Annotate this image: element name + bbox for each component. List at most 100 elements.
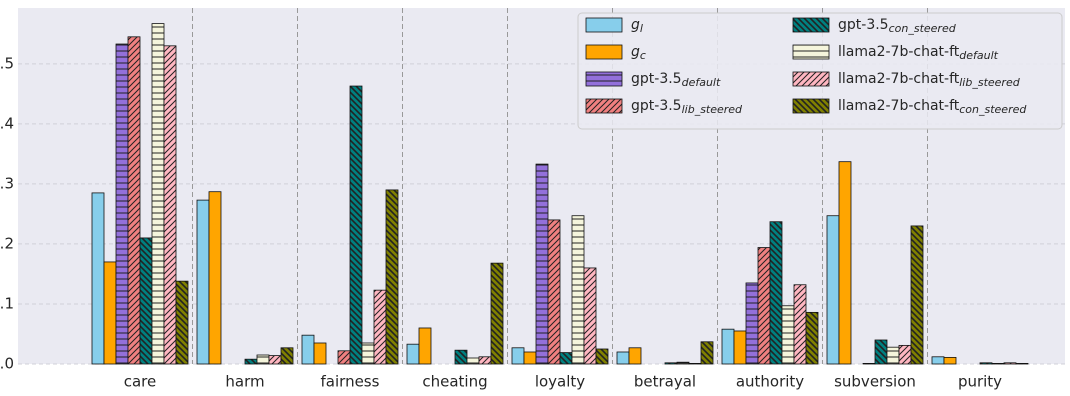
bar bbox=[313, 342, 327, 365]
bar bbox=[244, 358, 258, 365]
bar bbox=[910, 225, 924, 365]
bar bbox=[361, 342, 375, 365]
legend-name: gpt-3.5 bbox=[631, 71, 682, 87]
bar bbox=[991, 362, 1005, 365]
legend-label: gpt-3.5con_steered bbox=[838, 17, 957, 35]
legend-swatch bbox=[585, 17, 623, 33]
bar bbox=[91, 192, 105, 365]
x-tick-label: loyalty bbox=[535, 373, 585, 391]
bar bbox=[523, 351, 537, 365]
bar bbox=[466, 357, 480, 365]
y-tick-label: 0.2 bbox=[0, 234, 14, 252]
legend-swatch bbox=[585, 98, 623, 114]
legend-name: llama2-7b-chat-ft bbox=[838, 44, 960, 60]
legend-subscript: lib_steered bbox=[959, 76, 1020, 89]
bar bbox=[103, 261, 117, 365]
bar bbox=[769, 221, 783, 365]
legend-label: llama2-7b-chat-ftlib_steered bbox=[838, 71, 1021, 89]
x-tick-label: care bbox=[124, 373, 157, 391]
bar bbox=[547, 219, 561, 365]
bar bbox=[733, 330, 747, 365]
bar bbox=[583, 267, 597, 365]
bar bbox=[571, 215, 585, 365]
bar bbox=[700, 341, 714, 365]
legend-swatch bbox=[585, 44, 623, 60]
legend-label: gpt-3.5default bbox=[631, 71, 721, 89]
legend-subscript: l bbox=[640, 22, 643, 35]
legend-name: g bbox=[631, 17, 640, 33]
x-tick-label: authority bbox=[736, 373, 804, 391]
legend-name: llama2-7b-chat-ft bbox=[838, 98, 960, 114]
bar bbox=[163, 45, 177, 365]
bar bbox=[301, 334, 315, 365]
legend-subscript: c bbox=[640, 49, 646, 62]
bar bbox=[490, 262, 504, 365]
bar bbox=[511, 347, 525, 365]
bar bbox=[535, 163, 549, 365]
bar bbox=[886, 346, 900, 365]
x-tick-label: fairness bbox=[321, 373, 380, 391]
bar bbox=[373, 289, 387, 365]
bar bbox=[943, 356, 957, 365]
bar bbox=[268, 355, 282, 365]
bar bbox=[616, 351, 630, 365]
bar bbox=[256, 354, 270, 365]
legend-subscript: default bbox=[959, 49, 998, 62]
y-tick-label: 0.0 bbox=[0, 355, 14, 373]
bar bbox=[793, 284, 807, 365]
bar bbox=[721, 328, 735, 365]
legend-subscript: lib_steered bbox=[682, 103, 743, 116]
legend-subscript: con_steered bbox=[959, 103, 1027, 116]
bar bbox=[676, 361, 690, 365]
bar bbox=[175, 280, 189, 365]
bar bbox=[826, 215, 840, 365]
legend-subscript: con_steered bbox=[889, 22, 957, 35]
bar bbox=[478, 356, 492, 365]
legend-name: gpt-3.5 bbox=[838, 17, 889, 33]
x-tick-label: betrayal bbox=[634, 373, 696, 391]
bar bbox=[196, 199, 210, 365]
bar bbox=[898, 344, 912, 365]
legend-name: llama2-7b-chat-ft bbox=[838, 71, 960, 87]
legend-subscript: default bbox=[682, 76, 721, 89]
bar bbox=[931, 356, 945, 365]
bar bbox=[805, 311, 819, 365]
bar bbox=[454, 349, 468, 365]
legend-swatch bbox=[792, 71, 830, 87]
bar bbox=[418, 327, 432, 365]
bar bbox=[979, 362, 993, 365]
bar bbox=[874, 339, 888, 365]
bar bbox=[280, 347, 294, 365]
bar bbox=[127, 36, 141, 365]
bar bbox=[688, 362, 702, 365]
bar bbox=[385, 189, 399, 365]
legend-swatch bbox=[792, 17, 830, 33]
legend-swatch bbox=[792, 44, 830, 60]
legend-label: llama2-7b-chat-ftcon_steered bbox=[838, 98, 1027, 116]
bar bbox=[1003, 362, 1017, 365]
x-tick-label: cheating bbox=[422, 373, 487, 391]
bar bbox=[349, 85, 363, 365]
legend-label: llama2-7b-chat-ftdefault bbox=[838, 44, 999, 62]
legend-name: gpt-3.5 bbox=[631, 98, 682, 114]
bar bbox=[208, 191, 222, 365]
x-tick-label: harm bbox=[225, 373, 264, 391]
bar bbox=[151, 23, 165, 365]
legend-name: g bbox=[631, 44, 640, 60]
bar bbox=[628, 347, 642, 365]
legend-label: gc bbox=[631, 44, 646, 62]
bar bbox=[406, 343, 420, 365]
legend-label: gl bbox=[631, 17, 643, 35]
bar bbox=[595, 348, 609, 365]
bar bbox=[838, 161, 852, 365]
y-tick-label: 0.5 bbox=[0, 54, 14, 72]
legend-swatch bbox=[585, 71, 623, 87]
legend-swatch bbox=[792, 98, 830, 114]
x-tick-label: subversion bbox=[834, 373, 916, 391]
bar bbox=[115, 43, 129, 365]
x-tick-label: purity bbox=[958, 373, 1002, 391]
bar bbox=[862, 362, 876, 365]
bar bbox=[1015, 362, 1029, 365]
y-tick-label: 0.3 bbox=[0, 174, 14, 192]
